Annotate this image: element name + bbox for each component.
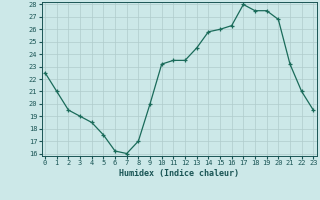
X-axis label: Humidex (Indice chaleur): Humidex (Indice chaleur) [119, 169, 239, 178]
